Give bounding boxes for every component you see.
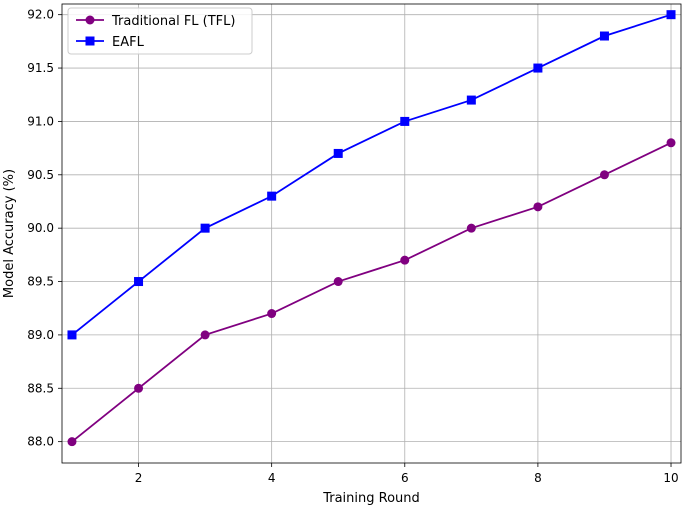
data-point <box>533 63 543 73</box>
data-point <box>599 31 609 41</box>
legend-label: Traditional FL (TFL) <box>111 14 235 29</box>
legend: Traditional FL (TFL) EAFL <box>67 7 253 55</box>
y-tick-label: 89.5 <box>27 275 54 289</box>
gridlines <box>62 4 681 463</box>
series-line <box>71 141 672 443</box>
y-tick-label: 90.0 <box>27 221 54 235</box>
plot-frame <box>61 3 682 464</box>
series-group <box>67 10 676 447</box>
x-axis-title: Training Round <box>322 491 420 506</box>
x-tick-label: 8 <box>534 471 542 485</box>
x-tick-label: 2 <box>135 471 143 485</box>
data-point <box>466 95 476 105</box>
data-point <box>200 223 210 233</box>
data-point <box>267 309 277 319</box>
y-axis-title: Model Accuracy (%) <box>2 169 17 298</box>
data-point <box>400 255 410 265</box>
y-tick-label: 91.5 <box>27 61 54 75</box>
data-point <box>599 170 609 180</box>
legend-box <box>67 7 253 55</box>
y-tick-label: 88.0 <box>27 435 54 449</box>
data-point <box>533 202 543 212</box>
data-point <box>666 10 676 20</box>
y-tick-label: 91.0 <box>27 114 54 128</box>
x-tick-label: 6 <box>401 471 409 485</box>
legend-item: EAFL <box>76 35 145 50</box>
y-tick-label: 89.0 <box>27 328 54 342</box>
series-tfl <box>67 138 676 447</box>
data-point <box>200 330 210 340</box>
legend-marker <box>85 15 95 25</box>
data-point <box>134 383 144 393</box>
legend-item: Traditional FL (TFL) <box>76 14 235 29</box>
series-eafl <box>67 10 676 340</box>
series-line <box>71 13 672 336</box>
data-point <box>67 437 77 447</box>
data-point <box>333 277 343 287</box>
legend-label: EAFL <box>112 35 145 50</box>
data-point <box>400 116 410 126</box>
legend-marker <box>85 36 95 46</box>
y-tick-label: 90.5 <box>27 168 54 182</box>
axes: 2 4 6 8 10 88.0 88.5 89.0 89.5 90.0 90.5 91.0 91.5 92… <box>27 3 682 485</box>
data-point <box>466 223 476 233</box>
data-point <box>67 330 77 340</box>
y-tick-label: 92.0 <box>27 8 54 22</box>
data-point <box>666 138 676 148</box>
data-point <box>267 191 277 201</box>
x-tick-label: 4 <box>268 471 276 485</box>
data-point <box>134 277 144 287</box>
data-point <box>333 148 343 158</box>
y-tick-label: 88.5 <box>27 381 54 395</box>
x-tick-label: 10 <box>663 471 678 485</box>
